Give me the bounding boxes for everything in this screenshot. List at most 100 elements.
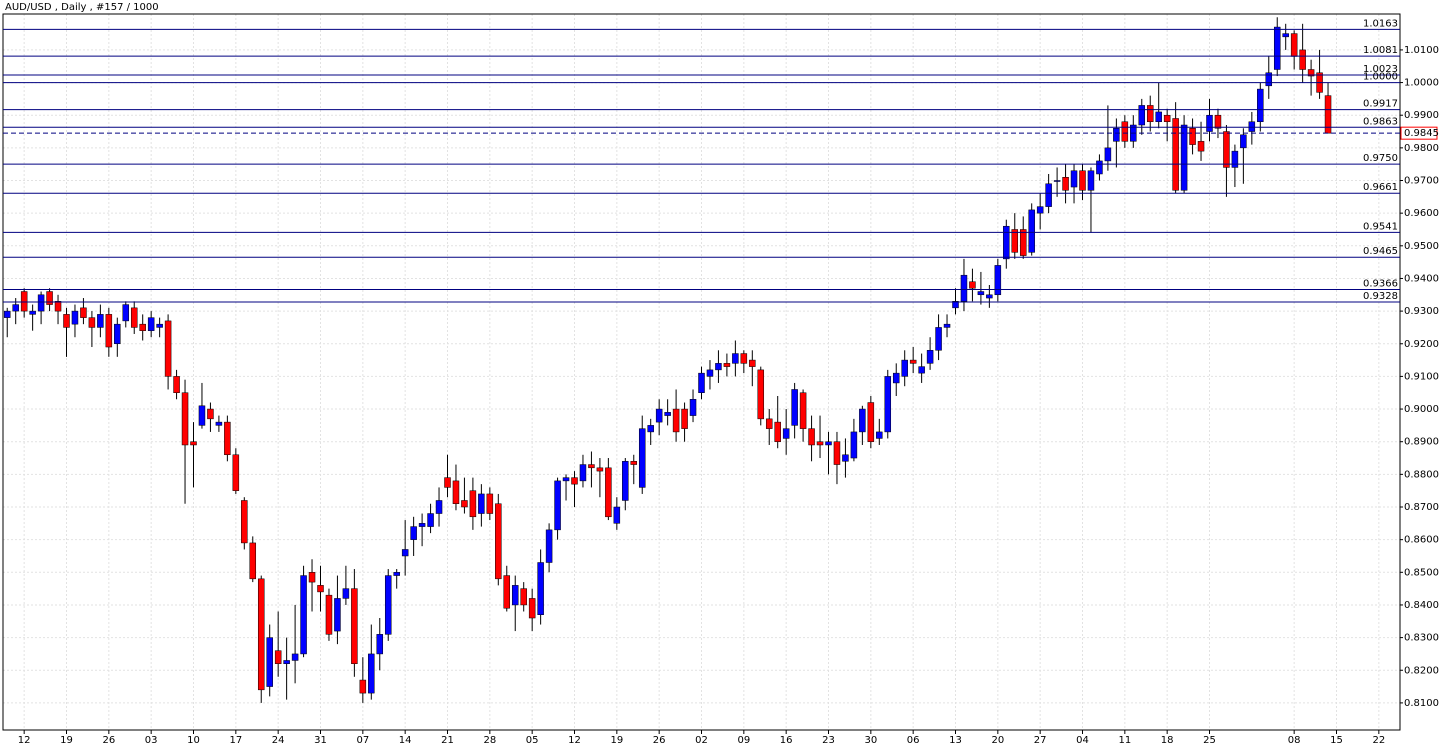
candle-body [1299, 49, 1306, 70]
candle-body [994, 265, 1002, 296]
x-tick-label: 06 [907, 735, 920, 746]
candle-body [757, 369, 765, 420]
candle-body [1062, 176, 1069, 191]
level-label: 0.9917 [1363, 99, 1398, 110]
candle-body [29, 310, 36, 315]
candle-body [190, 441, 197, 446]
x-tick-label: 19 [60, 735, 73, 746]
candle-body [833, 441, 841, 465]
candle-body [495, 503, 502, 580]
candle-body [596, 467, 604, 472]
candle-body [410, 526, 417, 540]
candle-body [1096, 160, 1103, 175]
y-tick-label: 0.9200 [1404, 339, 1439, 350]
candle-body [842, 454, 849, 462]
y-tick-label: 0.9400 [1404, 273, 1439, 284]
candle-body [376, 634, 384, 655]
candle-body [1079, 170, 1086, 191]
x-tick-label: 25 [1203, 735, 1216, 746]
candle-body [579, 464, 587, 482]
x-tick-label: 15 [1330, 735, 1343, 746]
candle-body [139, 323, 146, 331]
candle-body [749, 359, 756, 367]
candle-body [486, 493, 494, 514]
candle-body [435, 500, 443, 514]
candle-body [816, 441, 824, 446]
level-label: 0.9465 [1363, 246, 1398, 257]
candle-body [300, 575, 307, 655]
level-label: 0.9661 [1363, 182, 1398, 193]
x-tick-label: 12 [18, 735, 31, 746]
candle-body [1273, 26, 1281, 70]
candle-body [622, 461, 629, 501]
candle-body [444, 477, 451, 488]
candle-body [1307, 69, 1315, 77]
candle-body [317, 585, 324, 593]
candle-body [308, 572, 316, 583]
level-label: 0.9541 [1363, 221, 1398, 232]
candle-body [1282, 33, 1289, 38]
candle-body [342, 588, 350, 599]
candle-body [1003, 225, 1010, 260]
x-tick-label: 09 [737, 735, 750, 746]
candle-body [723, 363, 731, 367]
y-tick-label: 0.8100 [1404, 698, 1439, 709]
candle-body [20, 291, 28, 312]
candle-body [232, 454, 240, 491]
candle-body [799, 392, 807, 429]
x-tick-label: 19 [610, 735, 623, 746]
candle-body [147, 317, 155, 331]
x-tick-label: 20 [991, 735, 1004, 746]
candle-body [401, 549, 409, 557]
candle-body [368, 653, 375, 694]
y-tick-label: 1.0100 [1404, 45, 1439, 56]
x-tick-label: 18 [1161, 735, 1174, 746]
candle-body [130, 307, 138, 328]
candle-body [732, 353, 739, 364]
level-label: 1.0000 [1363, 72, 1398, 83]
x-tick-label: 24 [272, 735, 285, 746]
candle-body [672, 408, 680, 433]
candle-body [461, 500, 468, 508]
x-tick-label: 12 [568, 735, 581, 746]
y-tick-label: 0.8300 [1404, 633, 1439, 644]
candle-body [1028, 209, 1035, 253]
level-label: 0.9863 [1363, 116, 1398, 127]
candle-body [545, 529, 553, 563]
y-tick-label: 0.8700 [1404, 502, 1439, 513]
candle-body [554, 480, 561, 531]
candle-body [562, 477, 570, 482]
x-tick-label: 02 [695, 735, 708, 746]
current-price-box [1400, 126, 1438, 140]
candle-body [97, 314, 104, 328]
y-tick-label: 0.9000 [1404, 404, 1439, 415]
candle-body [181, 392, 189, 446]
candle-body [1155, 111, 1162, 122]
y-tick-label: 0.8800 [1404, 469, 1439, 480]
x-tick-label: 07 [356, 735, 369, 746]
candle-body [537, 562, 544, 615]
candle-body [715, 363, 722, 371]
x-tick-label: 17 [229, 735, 242, 746]
candle-body [1172, 118, 1179, 191]
candle-body [977, 291, 985, 296]
candle-body [266, 637, 273, 687]
candle-body [1053, 180, 1061, 182]
candle-body [1265, 72, 1273, 87]
x-tick-label: 31 [314, 735, 327, 746]
candle-body [1257, 88, 1264, 122]
y-tick-label: 0.9900 [1404, 110, 1439, 121]
candle-body [774, 421, 781, 442]
level-label: 0.9328 [1363, 291, 1398, 302]
x-tick-label: 23 [822, 735, 835, 746]
candle-body [952, 301, 959, 309]
candle-body [706, 369, 714, 377]
candle-body [1240, 134, 1247, 149]
candle-body [1011, 229, 1019, 253]
candle-body [88, 317, 96, 328]
candle-body [884, 376, 892, 433]
candle-body [588, 464, 595, 469]
chart-title: AUD/USD , Daily , #157 / 1000 [5, 2, 159, 13]
